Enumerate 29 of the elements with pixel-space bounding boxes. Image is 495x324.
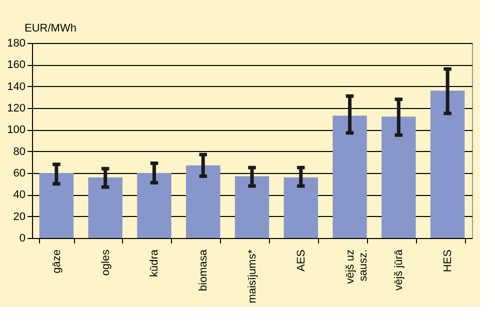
bar <box>382 116 416 238</box>
y-tick-label: 40 <box>13 189 26 202</box>
x-tick-label: vējš uz sausz. <box>344 250 370 284</box>
bar <box>39 173 74 238</box>
bar <box>332 116 367 238</box>
y-tick-label: 100 <box>7 124 26 136</box>
y-tick-label: 0 <box>19 232 26 244</box>
bar <box>234 176 270 238</box>
y-tick-label: 60 <box>13 168 26 180</box>
x-tick-label: kūdra <box>148 248 161 278</box>
y-axis-title: EUR/MWh <box>24 22 76 34</box>
x-tick-label: biomasa <box>198 248 210 292</box>
bar <box>430 90 465 238</box>
x-tick-label: maisījums* <box>246 248 258 304</box>
y-tick-label: 80 <box>13 146 26 158</box>
y-tick-label: 140 <box>7 80 26 93</box>
y-tick-label: 160 <box>7 59 26 72</box>
bar <box>137 173 172 238</box>
y-tick-label: 120 <box>7 102 26 114</box>
x-tick-label: vējš jūrā <box>393 248 406 290</box>
x-tick-label: ogles <box>100 249 112 276</box>
bar <box>284 177 318 238</box>
x-tick-label: HES <box>442 250 454 272</box>
x-tick-label: gāze <box>50 250 63 274</box>
y-tick-label: 180 <box>7 38 26 50</box>
bar <box>186 165 220 238</box>
bar <box>88 177 122 238</box>
x-tick-label: AES <box>295 250 308 272</box>
y-tick-label: 20 <box>13 210 26 223</box>
